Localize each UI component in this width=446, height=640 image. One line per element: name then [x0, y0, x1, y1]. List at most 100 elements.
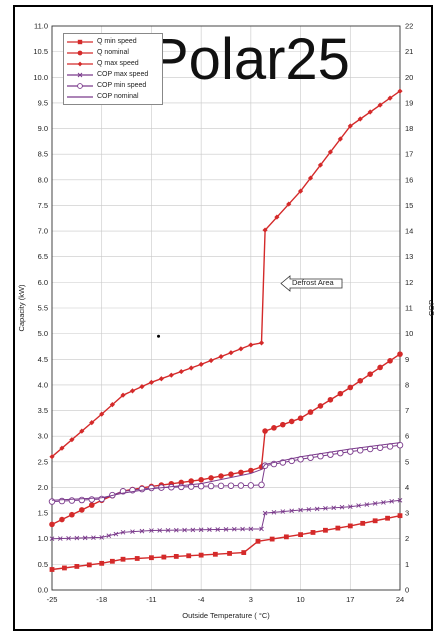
data-point-2: [258, 340, 265, 346]
data-point-2: [129, 388, 136, 394]
data-point-1: [69, 511, 75, 518]
data-point-2: [69, 437, 75, 443]
data-point-0: [241, 550, 247, 555]
data-point-0: [62, 565, 67, 571]
data-point-3: [364, 502, 370, 507]
y-left-tick-label: 1.0: [38, 534, 48, 543]
data-point-3: [215, 527, 221, 532]
y-right-tick-label: 10: [405, 329, 413, 338]
data-point-3: [314, 506, 320, 512]
stray-dot: [157, 334, 161, 338]
y-left-tick-label: 8.0: [38, 175, 48, 184]
data-point-2: [262, 227, 268, 233]
legend-swatch: [67, 50, 93, 55]
data-point-0: [186, 553, 192, 559]
data-point-2: [238, 346, 244, 352]
legend-swatch: [67, 82, 93, 89]
y-right-tick-label: 2: [405, 534, 409, 543]
brand-watermark: Polar25: [150, 27, 350, 92]
data-point-2: [198, 361, 204, 367]
y-left-tick-label: 3.5: [38, 406, 48, 415]
y-right-tick-label: 17: [405, 150, 413, 159]
y-left-tick-label: 6.5: [38, 252, 48, 261]
data-point-1: [188, 478, 194, 484]
y-left-tick-label: 11.0: [34, 22, 48, 31]
y-left-tick-label: 2.0: [38, 483, 48, 492]
data-point-2: [317, 162, 324, 168]
data-point-2: [367, 109, 373, 115]
data-point-2: [357, 116, 363, 122]
data-point-0: [198, 552, 204, 558]
data-point-2: [337, 136, 343, 142]
legend-item: COP max speed: [67, 69, 159, 80]
data-point-1: [228, 471, 234, 478]
plot-frame: [51, 25, 401, 591]
data-point-3: [231, 526, 237, 532]
data-point-3: [106, 533, 112, 539]
data-point-3: [248, 526, 254, 532]
data-point-3: [323, 506, 328, 511]
y-left-tick-label: 5.5: [38, 304, 48, 313]
data-point-0: [323, 527, 328, 533]
data-point-2: [228, 350, 234, 356]
data-point-2: [139, 384, 145, 390]
defrost-annotation: Defrost Area: [280, 275, 344, 292]
data-point-3: [74, 535, 80, 541]
y-right-tick-label: 16: [405, 175, 413, 184]
legend-label: Q max speed: [97, 60, 139, 67]
data-point-4: [58, 497, 66, 505]
data-point-3: [173, 527, 179, 533]
x-tick-label: 17: [346, 595, 354, 604]
y-left-tick-label: 9.5: [38, 98, 48, 107]
x-tick-label: -18: [96, 595, 107, 604]
data-point-0: [397, 513, 403, 519]
data-point-1: [347, 384, 354, 391]
data-point-3: [149, 528, 154, 533]
data-point-3: [339, 504, 345, 510]
data-point-0: [212, 551, 218, 557]
data-point-3: [372, 501, 378, 506]
data-point-2: [148, 379, 155, 385]
series-line-3: [51, 499, 401, 540]
y-left-tick-label: 6.0: [38, 278, 48, 287]
data-point-2: [377, 102, 383, 108]
data-point-1: [59, 516, 65, 523]
y-left-tick-label: 0.5: [38, 560, 48, 569]
data-point-2: [168, 372, 174, 378]
y-right-tick-label: 4: [405, 483, 409, 492]
data-point-2: [188, 365, 194, 371]
chart-legend: Q min speed Q nominal Q max speed COP max s…: [63, 33, 163, 105]
y-right-tick-label: 3: [405, 509, 409, 518]
data-point-4: [288, 457, 295, 465]
data-point-0: [161, 554, 167, 560]
data-point-1: [262, 428, 268, 434]
data-point-0: [335, 525, 341, 531]
data-point-1: [387, 358, 393, 364]
data-point-4: [396, 441, 404, 449]
data-point-0: [120, 556, 126, 562]
y-left-tick-label: 5.0: [38, 329, 48, 338]
data-point-3: [347, 504, 353, 510]
data-point-1: [317, 403, 324, 409]
data-point-0: [310, 530, 316, 535]
series-line-0: [51, 515, 401, 571]
data-point-2: [286, 201, 292, 207]
y-left-tick-label: 1.5: [38, 509, 48, 518]
x-tick-label: -11: [146, 595, 156, 604]
data-point-0: [372, 518, 378, 524]
data-point-2: [120, 392, 126, 398]
data-point-1: [397, 351, 403, 357]
data-point-0: [347, 523, 353, 529]
data-point-0: [173, 554, 179, 559]
data-point-2: [397, 88, 403, 94]
x-tick-label: -25: [47, 595, 58, 604]
data-point-4: [178, 483, 185, 491]
page-border: [13, 5, 433, 631]
data-point-2: [59, 445, 65, 451]
data-point-1: [280, 421, 286, 428]
legend-label: Q min speed: [97, 38, 137, 45]
data-point-3: [190, 527, 196, 533]
data-point-3: [381, 500, 386, 505]
data-point-2: [347, 123, 353, 129]
data-point-2: [297, 188, 304, 194]
